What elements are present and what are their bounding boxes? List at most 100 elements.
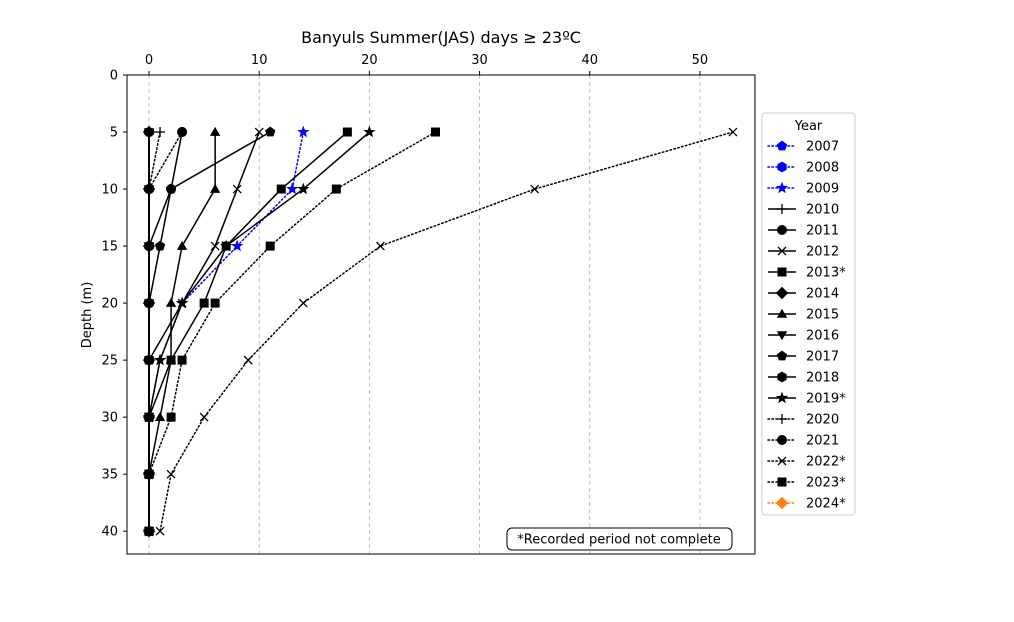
data-point [166,412,176,422]
data-point [231,239,244,252]
legend-marker [777,414,787,424]
data-point [232,184,242,194]
legend-label: 2012 [806,245,839,260]
grid-layer [148,75,701,554]
series-line [148,132,216,532]
data-point [175,296,189,309]
x-tick-label: 0 [145,53,153,68]
x-tick-label: 20 [361,53,378,68]
data-point [363,125,376,138]
data-point [209,126,221,136]
data-point [342,127,352,137]
annotation-text: *Recorded period not complete [517,533,721,548]
legend-label: 2017 [806,350,839,365]
data-point [209,183,221,193]
data-point [154,411,166,421]
x-tick-label: 40 [581,53,598,68]
y-tick-label: 10 [101,183,118,198]
legend-marker [775,391,789,404]
y-tick-label: 0 [110,69,118,84]
data-point [165,297,177,307]
legend-label: 2014 [806,287,839,302]
y-tick-label: 40 [101,525,118,540]
data-point [298,298,308,308]
legend-marker [777,435,787,445]
legend-label: 2022* [806,455,846,470]
data-point [177,355,187,365]
data-point [199,412,209,422]
series-line [148,131,183,532]
data-point [375,241,385,251]
legend-label: 2016 [806,329,839,344]
legend-marker [776,331,788,341]
legend-label: 2023* [806,476,846,491]
series-line [148,131,348,532]
data-point [165,183,177,194]
data-point [176,240,188,250]
x-tick-label: 10 [251,53,268,68]
data-point [276,184,286,194]
data-point [144,126,154,138]
data-point [144,241,155,252]
legend-label: 2018 [806,371,839,386]
data-point [166,469,176,479]
data-point [265,126,276,137]
chart-title: Banyuls Summer(JAS) days ≥ 23ºC [301,28,581,47]
legend-label: 2015 [806,308,839,323]
legend-label: 2013* [806,266,846,281]
legend-label: 2011 [806,224,839,239]
legend-marker [777,371,787,383]
y-tick-label: 25 [101,354,118,369]
data-point [154,240,166,251]
data-point [430,127,440,137]
legend-label: 2008 [806,161,839,176]
data-point [144,298,155,309]
data-point [530,184,540,194]
data-point [210,241,220,251]
legend: Year 2007 2008 2009 2010 2011 2012 2013* 2014 20… [761,112,856,516]
x-tick-label: 30 [471,53,488,68]
data-point [728,127,738,137]
annotation-box: *Recorded period not complete [506,527,733,551]
y-tick-label: 20 [101,297,118,312]
data-point [155,526,165,536]
data-point [331,184,341,194]
legend-label: 2010 [806,203,839,218]
data-point [144,355,155,366]
legend-marker [777,225,787,235]
y-tick-label: 35 [101,468,118,483]
y-tick-label: 5 [110,126,118,141]
legend-marker [777,246,787,256]
legend-marker [777,267,787,277]
data-point [220,239,233,252]
legend-label: 2019* [806,392,846,407]
legend-marker [775,286,789,300]
legend-marker [777,456,787,466]
series-layer [142,125,738,538]
legend-marker [776,350,788,361]
data-point [144,469,154,479]
data-point [286,182,299,195]
data-point [265,241,275,251]
y-axis-label: Depth (m) [80,282,95,349]
series-line [148,131,437,532]
legend-marker [777,204,787,214]
data-point [210,298,220,308]
plot-frame [126,74,756,555]
axis-layer: 0 10 20 30 40 50 0 5 10 15 20 25 30 35 40 [101,53,708,540]
legend-title: Year [794,119,823,134]
data-point [297,182,310,195]
data-point [254,127,264,137]
legend-label: 2020 [806,413,839,428]
legend-label: 2021 [806,434,839,449]
series-line [148,131,260,532]
data-point [243,355,253,365]
legend-label: 2007 [806,140,839,155]
legend-label: 2009 [806,182,839,197]
legend-marker [777,161,787,173]
data-point [199,298,209,308]
y-tick-label: 15 [101,240,118,255]
data-point [155,127,166,138]
data-point [297,125,310,138]
